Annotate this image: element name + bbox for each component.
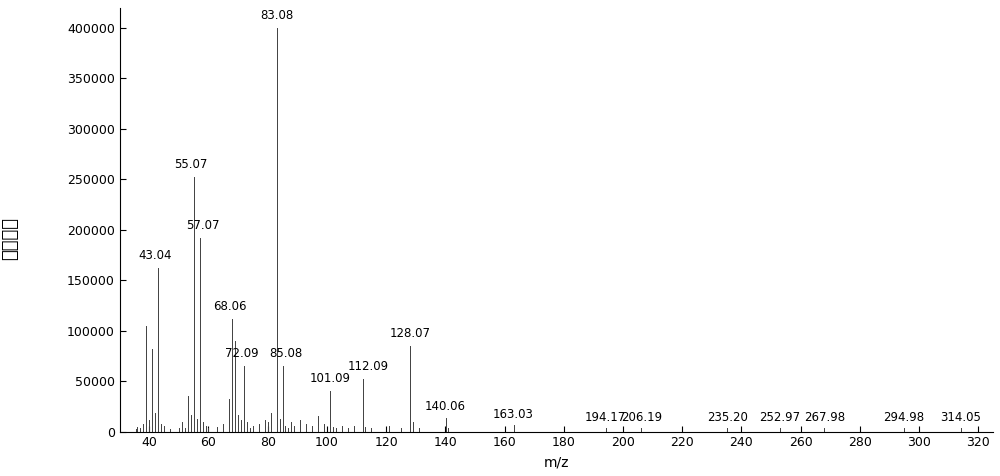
Text: 194.17: 194.17: [585, 411, 626, 424]
Text: 43.04: 43.04: [139, 249, 172, 262]
Text: 252.97: 252.97: [759, 411, 800, 424]
Text: 294.98: 294.98: [884, 411, 925, 424]
Text: 112.09: 112.09: [348, 360, 389, 373]
Text: 140.06: 140.06: [425, 400, 466, 414]
Text: 55.07: 55.07: [174, 158, 208, 171]
Text: 101.09: 101.09: [310, 372, 351, 385]
Text: 85.08: 85.08: [269, 347, 302, 360]
Text: 83.08: 83.08: [260, 9, 293, 22]
Text: 72.09: 72.09: [225, 347, 258, 360]
Text: 267.98: 267.98: [804, 411, 845, 424]
Text: 57.07: 57.07: [186, 219, 220, 232]
Text: 314.05: 314.05: [940, 411, 981, 424]
Text: 235.20: 235.20: [707, 411, 748, 424]
Text: 68.06: 68.06: [213, 299, 246, 313]
Text: 128.07: 128.07: [390, 327, 431, 340]
Text: 206.19: 206.19: [621, 411, 662, 424]
Text: 163.03: 163.03: [493, 407, 534, 420]
X-axis label: m/z: m/z: [544, 455, 569, 469]
Text: 相对丰度: 相对丰度: [1, 217, 19, 259]
